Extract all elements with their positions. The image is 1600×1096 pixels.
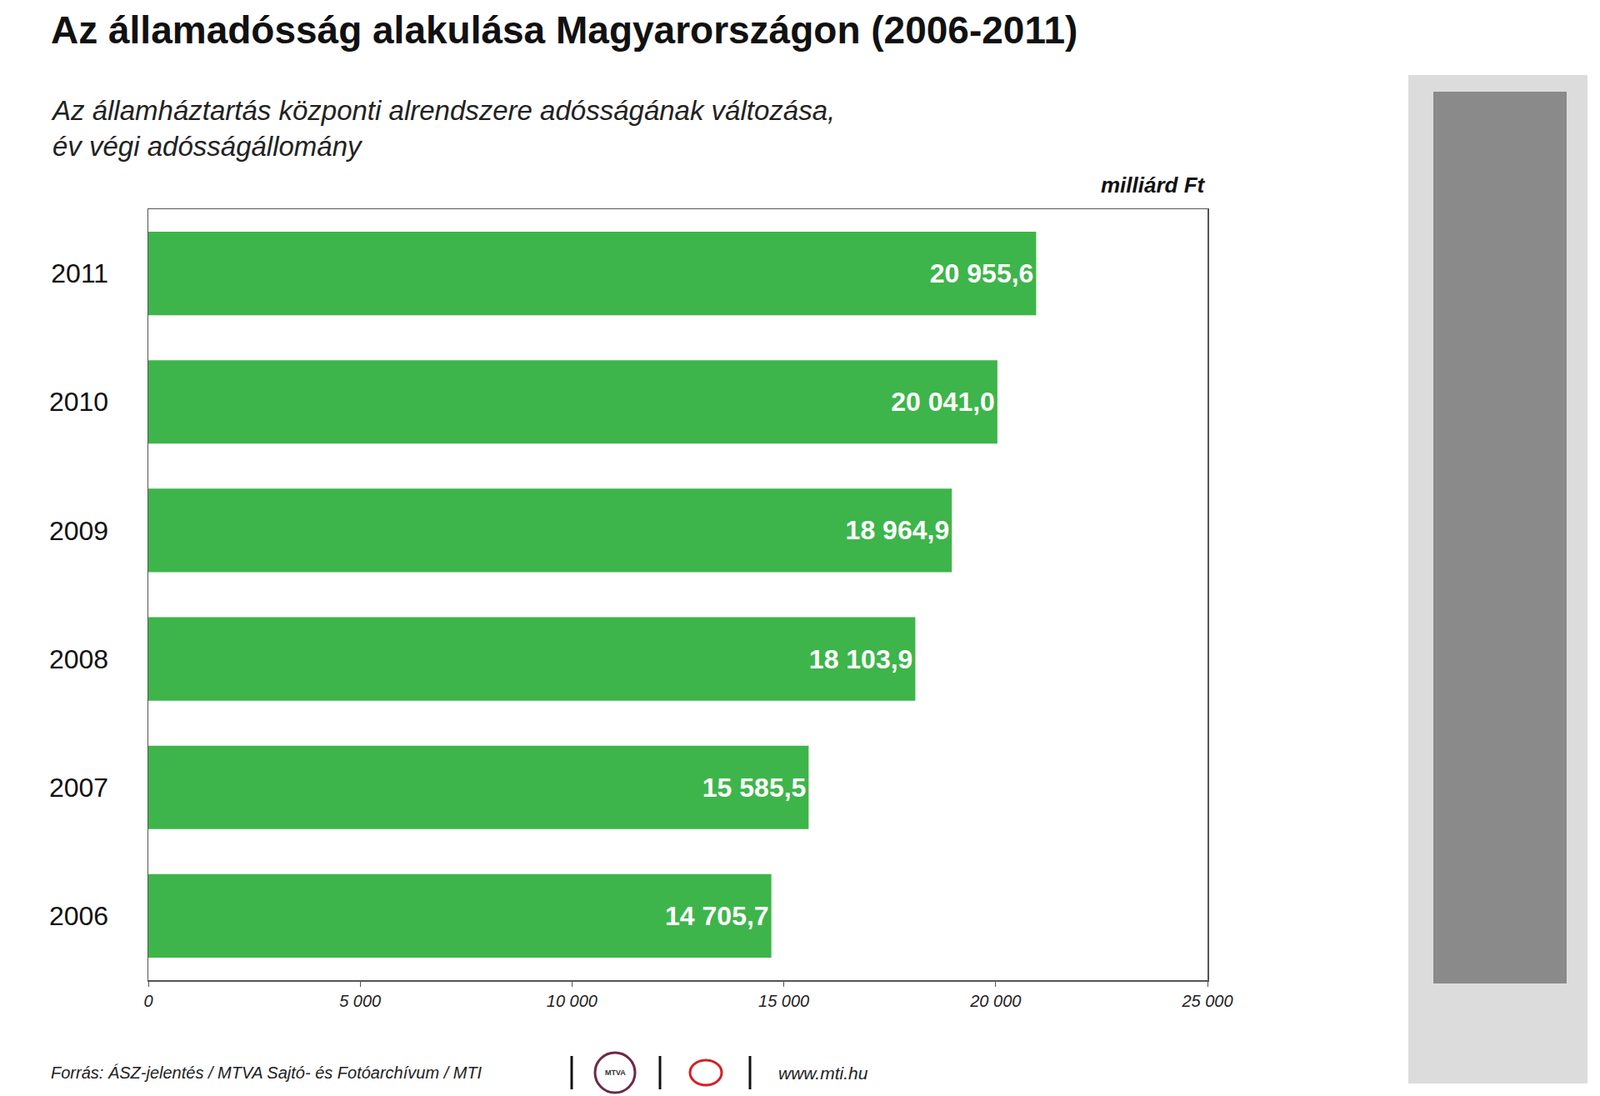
svg-text:www.mti.hu: www.mti.hu xyxy=(778,1063,869,1083)
svg-text:14 705,7: 14 705,7 xyxy=(665,900,770,931)
svg-text:Forrás: ÁSZ-jelentés / MTVA Sa: Forrás: ÁSZ-jelentés / MTVA Sajtó- és Fo… xyxy=(50,1063,483,1082)
svg-text:Az államháztartás központi alr: Az államháztartás központi alrendszere a… xyxy=(50,95,835,162)
svg-text:0: 0 xyxy=(143,991,153,1010)
svg-text:15 000: 15 000 xyxy=(758,991,810,1010)
svg-text:2007: 2007 xyxy=(49,772,109,803)
svg-text:20 955,6: 20 955,6 xyxy=(930,258,1035,289)
svg-text:2010: 2010 xyxy=(49,386,109,417)
svg-text:2008: 2008 xyxy=(49,644,109,675)
svg-text:2009: 2009 xyxy=(49,515,109,546)
svg-text:Az államadósság alakulása Magy: Az államadósság alakulása Magyarországon… xyxy=(50,8,1078,52)
svg-text:10 000: 10 000 xyxy=(546,991,598,1010)
svg-text:2006: 2006 xyxy=(49,900,109,931)
svg-text:20 041,0: 20 041,0 xyxy=(890,386,995,417)
svg-text:18 103,9: 18 103,9 xyxy=(809,644,914,675)
svg-text:20 000: 20 000 xyxy=(969,991,1021,1010)
svg-text:15 585,5: 15 585,5 xyxy=(702,772,807,803)
svg-text:18 964,9: 18 964,9 xyxy=(845,515,950,545)
svg-text:25 000: 25 000 xyxy=(1180,991,1233,1010)
svg-text:milliárd Ft: milliárd Ft xyxy=(1100,172,1206,198)
svg-text:MTVA: MTVA xyxy=(605,1068,626,1077)
svg-text:2011: 2011 xyxy=(50,258,109,289)
svg-text:5 000: 5 000 xyxy=(339,991,381,1010)
